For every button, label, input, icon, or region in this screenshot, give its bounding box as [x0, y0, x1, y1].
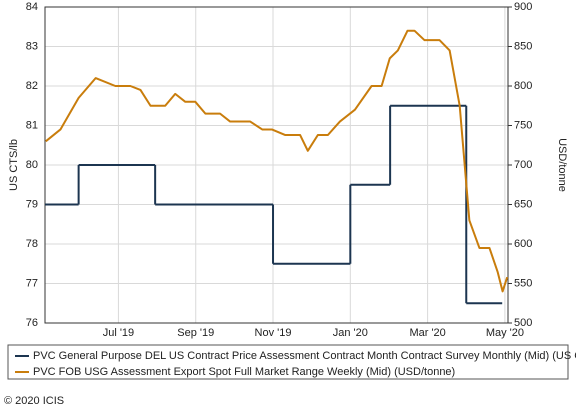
line-series	[45, 29, 509, 293]
y-axis-label: US CTS/lb	[8, 139, 20, 191]
x-tick-label: Jul '19	[103, 327, 134, 339]
x-tick-label: Mar '20	[409, 327, 445, 339]
y2-tick-label: 600	[514, 238, 532, 250]
y-tick-label: 77	[26, 277, 38, 289]
legend-box	[7, 344, 569, 380]
y2-tick-label: 550	[514, 277, 532, 289]
footer: © 2020 ICIS	[4, 395, 64, 407]
legend-label: PVC General Purpose DEL US Contract Pric…	[33, 350, 576, 362]
y-tick-label: 76	[26, 317, 38, 329]
y2-tick-label: 650	[514, 198, 532, 210]
y2-tick-label: 700	[514, 159, 532, 171]
y2-tick-label: 900	[514, 1, 532, 13]
y-tick-label: 81	[26, 119, 38, 131]
y-tick-label: 80	[26, 159, 38, 171]
y2-tick-label: 750	[514, 119, 532, 131]
y2-axis-label: USD/tonne	[556, 138, 568, 192]
y2-tick-label: 850	[514, 40, 532, 52]
y-tick-label: 84	[26, 1, 38, 13]
y-tick-label: 78	[26, 238, 38, 250]
x-tick-label: Sep '19	[177, 327, 214, 339]
y-tick-label: 83	[26, 40, 38, 52]
y-tick-label: 82	[26, 80, 38, 92]
y2-tick-label: 800	[514, 80, 532, 92]
y2-tick-label: 500	[514, 317, 532, 329]
x-tick-label: Jan '20	[333, 327, 368, 339]
plot-frame	[44, 6, 509, 324]
y-tick-label: 79	[26, 198, 38, 210]
x-tick-label: May '20	[486, 327, 524, 339]
legend-label: PVC FOB USG Assessment Export Spot Full …	[33, 366, 455, 378]
x-tick-label: Nov '19	[255, 327, 292, 339]
